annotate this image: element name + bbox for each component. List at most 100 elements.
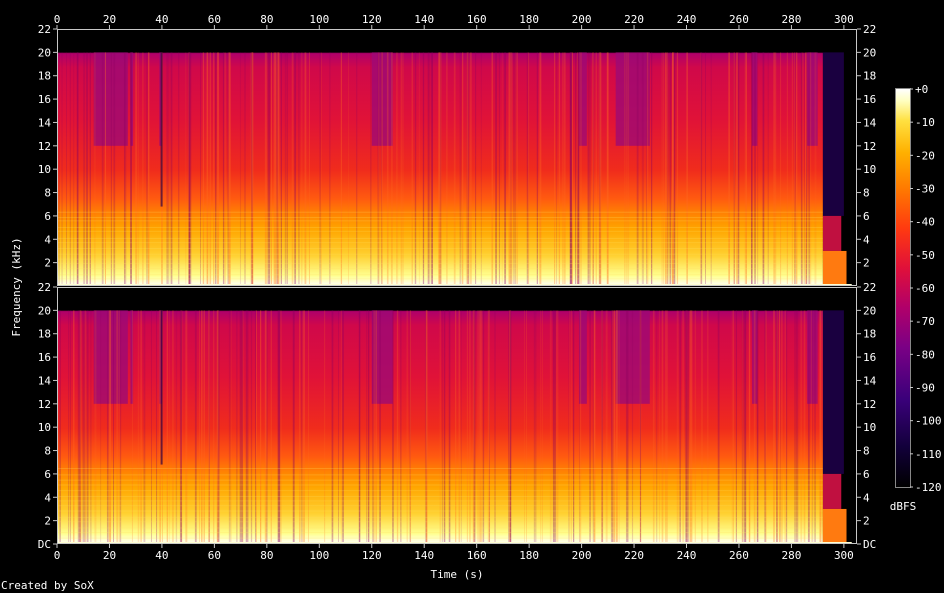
texture-streak <box>516 52 518 287</box>
colorbar-tick-label: -50 <box>915 249 935 262</box>
texture-streak <box>666 52 668 287</box>
texture-streak <box>743 310 746 544</box>
texture-streak <box>239 52 241 287</box>
texture-streak <box>710 52 712 287</box>
y-tick-label-left: 6 <box>44 468 51 481</box>
x-tick-label-top: 140 <box>414 13 434 26</box>
texture-streak <box>266 310 268 544</box>
texture-streak <box>800 310 803 544</box>
texture-streak <box>495 52 497 287</box>
texture-streak <box>60 310 61 544</box>
texture-streak <box>319 52 321 287</box>
harmonic-line <box>57 242 823 244</box>
texture-streak <box>73 310 75 544</box>
texture-streak <box>800 52 803 287</box>
texture-streak <box>249 52 251 287</box>
texture-streak <box>571 52 573 287</box>
texture-streak <box>646 52 647 287</box>
texture-streak <box>137 52 139 287</box>
texture-streak <box>814 310 816 544</box>
texture-streak <box>224 52 226 287</box>
texture-streak <box>701 310 703 544</box>
texture-streak <box>135 52 138 287</box>
x-tick-label-top: 240 <box>677 13 697 26</box>
y-tick-label-right: 18 <box>863 328 876 341</box>
texture-streak <box>605 310 608 544</box>
texture-streak <box>776 310 778 544</box>
texture-streak <box>123 52 125 287</box>
texture-streak <box>372 310 374 544</box>
texture-streak <box>587 52 590 287</box>
texture-streak <box>392 310 394 544</box>
texture-streak <box>199 310 200 544</box>
texture-streak <box>556 52 558 287</box>
y-tick-label-left: 18 <box>38 70 51 83</box>
texture-streak <box>802 52 804 287</box>
harmonic-line <box>57 474 823 476</box>
texture-streak <box>59 310 61 544</box>
texture-streak <box>76 52 78 287</box>
texture-streak <box>190 52 192 287</box>
texture-streak <box>686 310 688 544</box>
texture-streak <box>166 52 168 287</box>
texture-streak <box>741 310 744 544</box>
texture-streak <box>557 310 559 544</box>
texture-streak <box>94 52 96 287</box>
texture-streak <box>172 310 174 544</box>
texture-streak <box>82 310 85 544</box>
y-tick-label-left: DC <box>38 538 51 551</box>
texture-streak <box>69 310 71 544</box>
tail-low-band <box>822 508 847 544</box>
texture-streak <box>728 52 730 287</box>
texture-streak <box>278 310 280 544</box>
texture-streak <box>588 310 591 544</box>
texture-streak <box>342 310 344 544</box>
texture-streak <box>269 52 271 287</box>
texture-streak <box>359 310 361 544</box>
harmonic-line <box>57 211 823 213</box>
texture-streak <box>540 310 541 544</box>
texture-streak <box>124 52 127 287</box>
texture-streak <box>94 310 97 544</box>
tail-mid-band <box>822 215 842 251</box>
texture-streak <box>613 310 616 544</box>
texture-streak <box>377 52 380 287</box>
texture-streak <box>340 52 343 287</box>
texture-streak <box>109 310 111 544</box>
texture-streak <box>665 52 666 287</box>
texture-streak <box>773 52 775 287</box>
texture-streak <box>228 52 230 287</box>
texture-streak <box>501 52 503 287</box>
texture-streak <box>762 52 765 287</box>
texture-streak <box>535 310 537 544</box>
texture-streak <box>510 52 513 287</box>
texture-streak <box>579 310 580 544</box>
texture-streak <box>508 310 509 544</box>
texture-streak <box>631 310 634 544</box>
texture-streak <box>563 52 566 287</box>
texture-streak <box>746 52 747 287</box>
quiet-region-1 <box>93 52 128 146</box>
texture-streak <box>466 310 468 544</box>
texture-streak <box>579 52 581 287</box>
texture-streak <box>784 310 787 544</box>
texture-streak <box>216 310 219 544</box>
texture-streak <box>592 310 594 544</box>
texture-streak <box>431 52 433 287</box>
fade-out-tail <box>822 52 847 286</box>
texture-streak <box>260 310 262 544</box>
harmonic-line <box>57 500 823 502</box>
tail-mid-band <box>822 473 842 509</box>
quiet-region-8 <box>807 52 818 146</box>
texture-streak <box>819 310 822 544</box>
quiet-region-1 <box>93 310 128 404</box>
texture-streak <box>786 52 788 287</box>
texture-streak <box>684 310 687 544</box>
y-tick-label-left: 4 <box>44 491 51 504</box>
texture-streak <box>663 52 665 287</box>
gap-line <box>160 52 163 207</box>
harmonic-line <box>57 537 823 539</box>
texture-streak <box>651 52 653 287</box>
quiet-region-2 <box>130 310 134 404</box>
texture-streak <box>264 52 266 287</box>
